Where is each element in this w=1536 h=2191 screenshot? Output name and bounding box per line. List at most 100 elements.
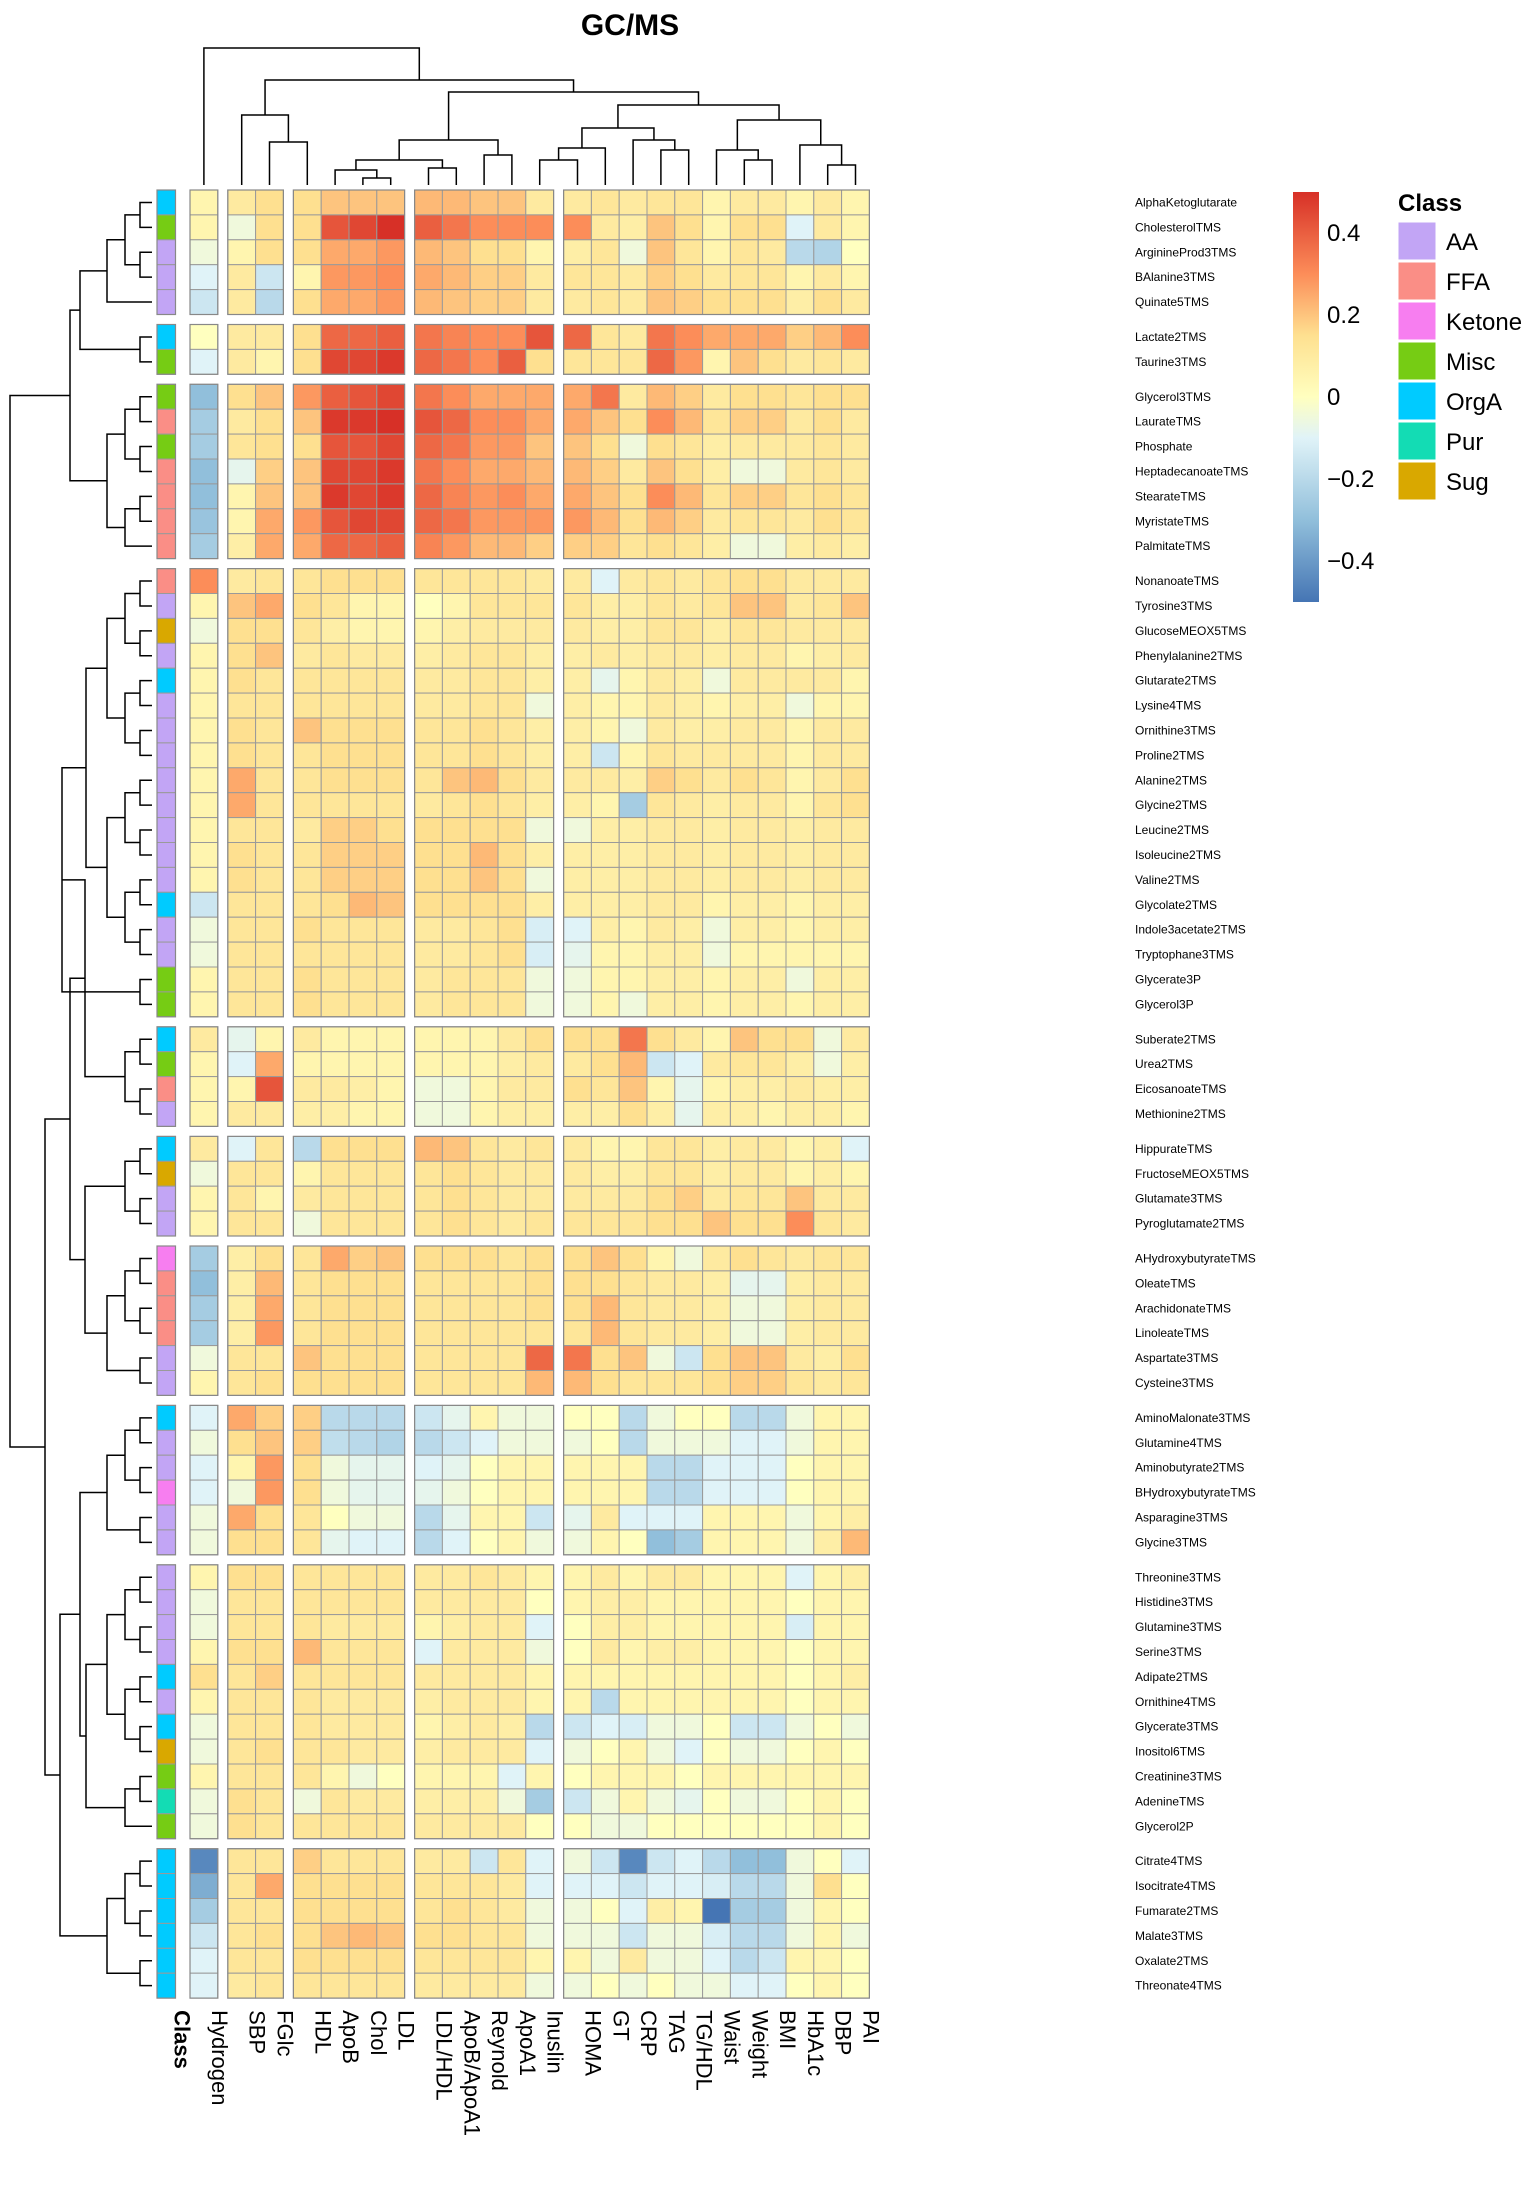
heatmap-block-border (189, 1245, 219, 1396)
heatmap-cell (497, 1135, 527, 1162)
heatmap-cell (414, 239, 443, 266)
heatmap-cell (785, 289, 815, 316)
heatmap-cell (320, 1529, 350, 1556)
heatmap-cell (292, 433, 322, 460)
heatmap-block-border (292, 1404, 406, 1556)
heatmap-cell (441, 1270, 471, 1297)
heatmap-cell (563, 1245, 592, 1272)
heatmap-cell (376, 1370, 406, 1396)
heatmap-cell (414, 1589, 443, 1616)
heatmap-cell (227, 483, 257, 510)
heatmap-cell (757, 1688, 787, 1715)
column-label: Hydrogen (207, 2010, 232, 2105)
heatmap-cell (227, 642, 257, 669)
heatmap-cell (376, 1345, 406, 1371)
heatmap-cell (348, 1738, 378, 1765)
class-cell (156, 1898, 176, 1924)
heatmap-cell (497, 966, 527, 993)
column-label: BMI (775, 2010, 800, 2049)
heatmap-cell (376, 1639, 406, 1665)
heatmap-cell (729, 1185, 759, 1212)
heatmap-cell (189, 408, 219, 435)
heatmap-cell (729, 891, 759, 918)
heatmap-cell (320, 189, 350, 216)
heatmap-cell (757, 1713, 787, 1740)
class-cell (156, 1320, 176, 1347)
heatmap-cell (785, 568, 815, 594)
heatmap-cell (376, 1713, 406, 1740)
heatmap-cell (414, 667, 443, 694)
heatmap-cell (441, 1295, 471, 1322)
heatmap-cell (563, 1763, 592, 1790)
heatmap-block-border (189, 1848, 219, 1999)
heatmap-cell (813, 1873, 843, 1899)
heatmap-cell (376, 817, 406, 843)
heatmap-block-border (414, 323, 555, 375)
heatmap-cell (376, 1504, 406, 1531)
heatmap-cell (525, 348, 555, 375)
heatmap-cell (590, 1738, 620, 1765)
color-scale-bar: 0.40.20−0.2−0.4 (1293, 192, 1374, 602)
heatmap-cell (674, 1160, 704, 1187)
heatmap-cell (469, 1160, 499, 1187)
heatmap-cell (414, 1947, 443, 1974)
column-label: Waist (720, 2010, 745, 2064)
heatmap-cell (292, 692, 322, 719)
heatmap-cell (646, 408, 676, 435)
heatmap-cell (441, 1320, 471, 1347)
heatmap-cell (646, 1404, 676, 1431)
heatmap-cell (525, 966, 555, 993)
heatmap-cell (702, 324, 731, 350)
heatmap-cell (525, 1135, 555, 1162)
heatmap-cell (497, 408, 527, 435)
row-label: Glycine2TMS (1135, 798, 1207, 812)
heatmap-cell (563, 1370, 592, 1396)
heatmap-cell (563, 991, 592, 1018)
heatmap-cell (189, 1529, 219, 1556)
heatmap-cell (590, 1788, 620, 1815)
row-label: ArginineProd3TMS (1135, 245, 1236, 259)
heatmap-cell (525, 1479, 555, 1506)
heatmap-cell (414, 1210, 443, 1237)
chart-title: GC/MS (581, 9, 679, 42)
dendrogram-branch (743, 159, 773, 185)
row-label: FructoseMEOX5TMS (1135, 1167, 1249, 1181)
heatmap-cell (841, 1320, 870, 1347)
heatmap-cell (189, 189, 219, 216)
heatmap-cell (255, 1404, 284, 1431)
heatmap-block-border (227, 1564, 285, 1840)
dendrogram-branch (139, 630, 152, 657)
heatmap-cell (497, 1270, 527, 1297)
heatmap-cell (841, 866, 870, 893)
heatmap-cell (189, 568, 219, 594)
heatmap-cell (702, 1051, 731, 1078)
class-cell (156, 1185, 176, 1212)
class-block-border (156, 323, 177, 375)
heatmap-cell (441, 1947, 471, 1974)
dendrogram-branch (139, 336, 152, 363)
heatmap-cell (227, 1763, 257, 1790)
class-cell (156, 667, 176, 694)
dendrogram-branch (139, 495, 152, 522)
heatmap-cell (497, 214, 527, 241)
heatmap-cell (785, 891, 815, 918)
class-cell (156, 941, 176, 968)
heatmap-cell (497, 1972, 527, 1999)
heatmap-cell (729, 1270, 759, 1297)
heatmap-cell (227, 1813, 257, 1840)
heatmap-cell (702, 742, 731, 769)
heatmap-cell (292, 1454, 322, 1481)
heatmap-cell (757, 1813, 787, 1840)
row-label: Lactate2TMS (1135, 330, 1206, 344)
heatmap-cell (618, 991, 648, 1018)
heatmap-cell (227, 1320, 257, 1347)
heatmap-cell (646, 1504, 676, 1531)
heatmap-cell (563, 642, 592, 669)
dendrogram-branch (139, 396, 152, 423)
heatmap-cell (525, 508, 555, 535)
heatmap-cell (227, 1564, 257, 1591)
heatmap-cell (348, 1160, 378, 1187)
heatmap-cell (320, 1370, 350, 1396)
heatmap-cell (563, 1026, 592, 1053)
dendrogram-branch (139, 879, 152, 906)
